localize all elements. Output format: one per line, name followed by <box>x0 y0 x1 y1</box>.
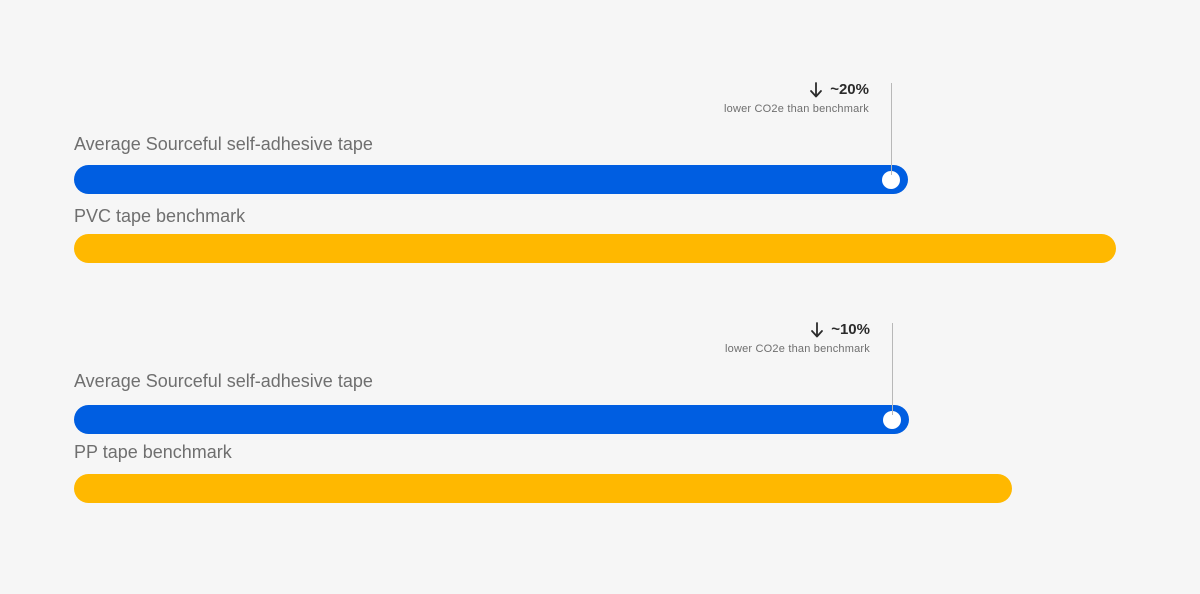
down-arrow-icon <box>810 82 823 98</box>
bar-end-marker <box>882 410 901 429</box>
reduction-percent: ~20% <box>830 81 869 98</box>
annotation-guide-line <box>892 323 893 415</box>
sourceful-bar <box>74 165 908 194</box>
reduction-row: ~20% <box>724 80 869 100</box>
benchmark-bar <box>74 234 1116 263</box>
bar-end-marker <box>881 170 900 189</box>
reduction-percent: ~10% <box>831 321 870 338</box>
down-arrow-icon <box>811 322 824 338</box>
reduction-description: lower CO2e than benchmark <box>724 343 870 355</box>
reduction-annotation: ~10% lower CO2e than benchmark <box>725 320 870 356</box>
bar-label: PP tape benchmark <box>74 442 232 462</box>
bar-label: Average Sourceful self-adhesive tape <box>74 371 373 391</box>
reduction-description: lower CO2e than benchmark <box>723 103 869 115</box>
reduction-row: ~10% <box>725 320 870 340</box>
annotation-guide-line <box>891 83 892 175</box>
benchmark-bar <box>74 474 1012 503</box>
bar-label: PVC tape benchmark <box>74 206 246 226</box>
reduction-annotation: ~20% lower CO2e than benchmark <box>724 80 869 116</box>
bar-label: Average Sourceful self-adhesive tape <box>74 134 373 154</box>
sourceful-bar <box>74 405 909 434</box>
